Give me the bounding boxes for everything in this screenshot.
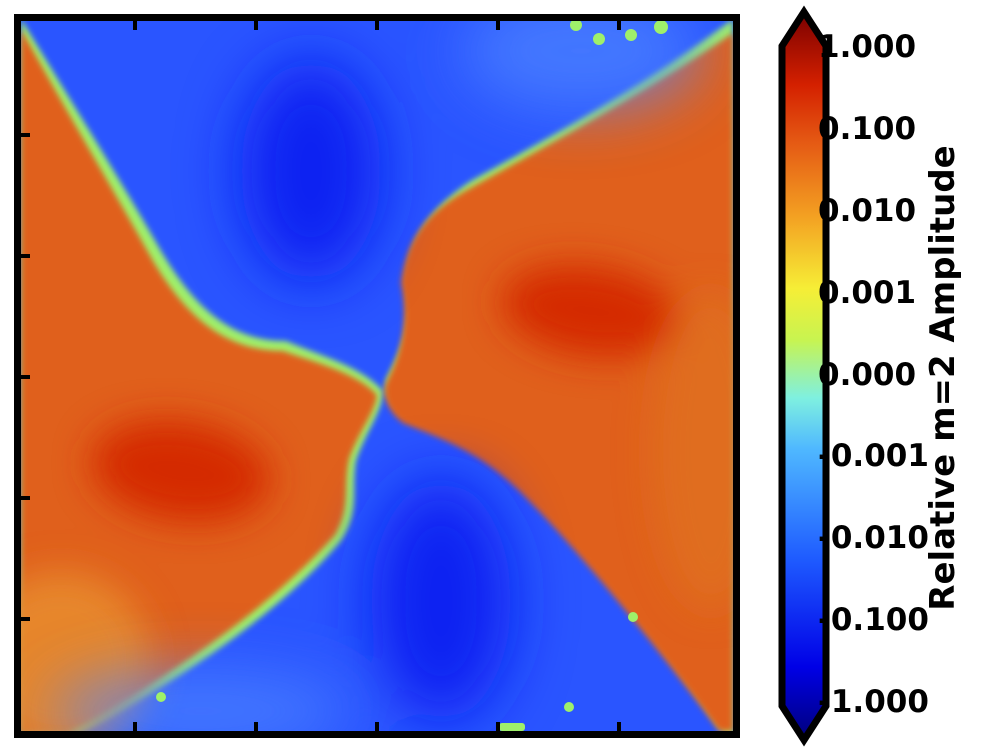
colorbar-tick-label: 0.001 [818,274,917,311]
negative-peak-upper [241,61,381,281]
colorbar-tick-label: 0.000 [818,356,917,393]
x-tick-top-3 [375,21,379,30]
colorbar-tick-label: 0.010 [818,192,917,229]
colorbar-body [778,5,830,747]
y-tick-left-3 [21,375,30,379]
y-tick-left-2 [21,254,30,258]
positive-peak-lower-left [91,419,271,523]
negative-peak-lower [371,481,511,721]
positive-lobe-lower-left [21,29,377,731]
x-tick-top-4 [496,21,500,30]
negative-fade-upper-right [461,21,701,111]
m2-amplitude-field [21,21,733,731]
positive-fade-upper-right [651,291,733,611]
x-tick-top-2 [254,21,258,30]
colorbar-tick-label: 0.100 [818,110,917,147]
y-tick-left-4 [21,496,30,500]
x-tick-bottom-3 [375,722,379,731]
y-tick-left-5 [21,617,30,621]
colorbar [778,5,830,747]
x-tick-top-5 [617,21,621,30]
x-tick-bottom-5 [617,722,621,731]
x-tick-bottom-4 [496,722,500,731]
colorbar-tick-label: -0.010 [818,520,929,557]
colorbar-ticks [820,128,826,705]
x-tick-top-1 [133,21,137,30]
negative-fade-lower-left [51,671,351,731]
colorbar-tick-label: -1.000 [818,684,929,720]
positive-peak-upper-right [501,264,681,358]
edge-speckles [156,21,668,731]
y-tick-left-1 [21,133,30,137]
colorbar-tick-label: -0.001 [818,438,929,475]
x-tick-bottom-1 [133,722,137,731]
colorbar-tick-labels: 1.000 0.100 0.010 0.001 0.000 -0.001 -0.010 -0.… [712,0,942,750]
colorbar-title: Relative m=2 Amplitude [923,145,963,611]
colorbar-tick-label: 1.000 [818,29,917,65]
heatmap-plot-area [14,14,740,738]
x-tick-bottom-2 [254,722,258,731]
positive-lobe-upper-right [384,33,733,731]
colorbar-tick-label: -0.100 [818,602,929,639]
